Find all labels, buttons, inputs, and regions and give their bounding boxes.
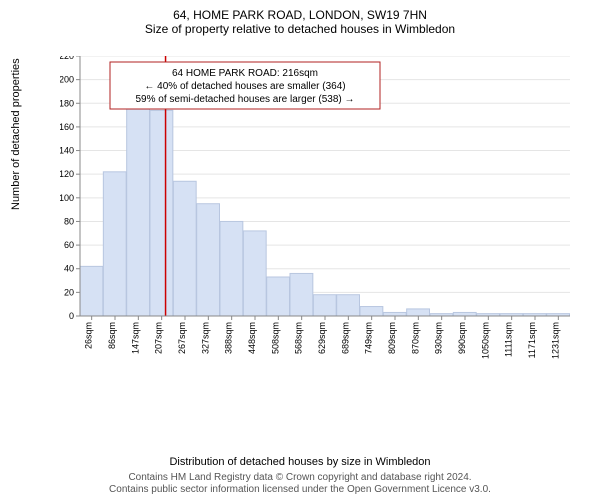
svg-text:629sqm: 629sqm bbox=[317, 322, 327, 354]
histogram-bar bbox=[127, 95, 150, 316]
histogram-bar bbox=[313, 295, 336, 316]
page-subtitle: Size of property relative to detached ho… bbox=[0, 22, 600, 42]
svg-text:180: 180 bbox=[60, 98, 74, 108]
svg-text:930sqm: 930sqm bbox=[434, 322, 444, 354]
svg-text:220: 220 bbox=[60, 56, 74, 61]
svg-text:207sqm: 207sqm bbox=[154, 322, 164, 354]
svg-text:80: 80 bbox=[64, 216, 74, 226]
x-axis-label: Distribution of detached houses by size … bbox=[0, 456, 600, 468]
svg-text:60: 60 bbox=[64, 240, 74, 250]
svg-text:86sqm: 86sqm bbox=[107, 322, 117, 349]
x-axis: 26sqm 86sqm 147sqm 207sqm 267sqm 327sqm 388sqm… bbox=[80, 316, 570, 359]
svg-text:870sqm: 870sqm bbox=[410, 322, 420, 354]
histogram-bar bbox=[197, 204, 220, 316]
svg-text:26sqm: 26sqm bbox=[84, 322, 94, 349]
svg-text:120: 120 bbox=[60, 169, 74, 179]
chart-area: 64 HOME PARK ROAD: 216sqm ← 40% of detach… bbox=[60, 56, 570, 416]
y-axis: 0 20 40 60 80 100 120 140 160 180 200 220 bbox=[60, 56, 80, 321]
svg-text:20: 20 bbox=[64, 287, 74, 297]
svg-text:388sqm: 388sqm bbox=[224, 322, 234, 354]
histogram-bar bbox=[150, 110, 173, 316]
page-title: 64, HOME PARK ROAD, LONDON, SW19 7HN bbox=[0, 0, 600, 22]
svg-text:0: 0 bbox=[69, 311, 74, 321]
histogram-bar bbox=[80, 266, 103, 316]
histogram-bar bbox=[220, 221, 243, 316]
svg-text:809sqm: 809sqm bbox=[387, 322, 397, 354]
annotation-line: ← 40% of detached houses are smaller (36… bbox=[144, 81, 345, 92]
svg-text:448sqm: 448sqm bbox=[247, 322, 257, 354]
annotation-box: 64 HOME PARK ROAD: 216sqm ← 40% of detach… bbox=[110, 62, 380, 109]
histogram-bar bbox=[290, 273, 313, 316]
svg-text:200: 200 bbox=[60, 75, 74, 85]
svg-text:1050sqm: 1050sqm bbox=[480, 322, 490, 359]
svg-text:990sqm: 990sqm bbox=[457, 322, 467, 354]
histogram-bar bbox=[173, 181, 196, 316]
histogram-bar bbox=[407, 309, 430, 316]
svg-text:100: 100 bbox=[60, 193, 74, 203]
footnote-line-2: Contains public sector information licen… bbox=[0, 484, 600, 496]
svg-text:689sqm: 689sqm bbox=[340, 322, 350, 354]
svg-text:147sqm: 147sqm bbox=[130, 322, 140, 354]
svg-text:40: 40 bbox=[64, 264, 74, 274]
svg-text:568sqm: 568sqm bbox=[294, 322, 304, 354]
histogram-bar bbox=[453, 312, 476, 316]
svg-text:1231sqm: 1231sqm bbox=[550, 322, 560, 359]
y-axis-label: Number of detached properties bbox=[10, 58, 22, 210]
svg-text:1171sqm: 1171sqm bbox=[527, 322, 537, 358]
histogram-bar bbox=[103, 172, 126, 316]
svg-text:749sqm: 749sqm bbox=[364, 322, 374, 354]
histogram-bar bbox=[267, 277, 290, 316]
svg-text:160: 160 bbox=[60, 122, 74, 132]
svg-text:267sqm: 267sqm bbox=[177, 322, 187, 354]
footnote: Contains HM Land Registry data © Crown c… bbox=[0, 472, 600, 496]
histogram-bar bbox=[337, 295, 360, 316]
footnote-line-1: Contains HM Land Registry data © Crown c… bbox=[0, 472, 600, 484]
histogram-bar bbox=[243, 231, 266, 316]
svg-text:140: 140 bbox=[60, 146, 74, 156]
svg-text:508sqm: 508sqm bbox=[270, 322, 280, 354]
histogram-bar bbox=[360, 307, 383, 316]
annotation-line: 59% of semi-detached houses are larger (… bbox=[135, 94, 354, 105]
svg-text:327sqm: 327sqm bbox=[200, 322, 210, 354]
annotation-line: 64 HOME PARK ROAD: 216sqm bbox=[172, 68, 318, 79]
svg-text:1111sqm: 1111sqm bbox=[504, 322, 514, 357]
histogram-bar bbox=[383, 312, 406, 316]
histogram-plot: 64 HOME PARK ROAD: 216sqm ← 40% of detach… bbox=[60, 56, 570, 416]
